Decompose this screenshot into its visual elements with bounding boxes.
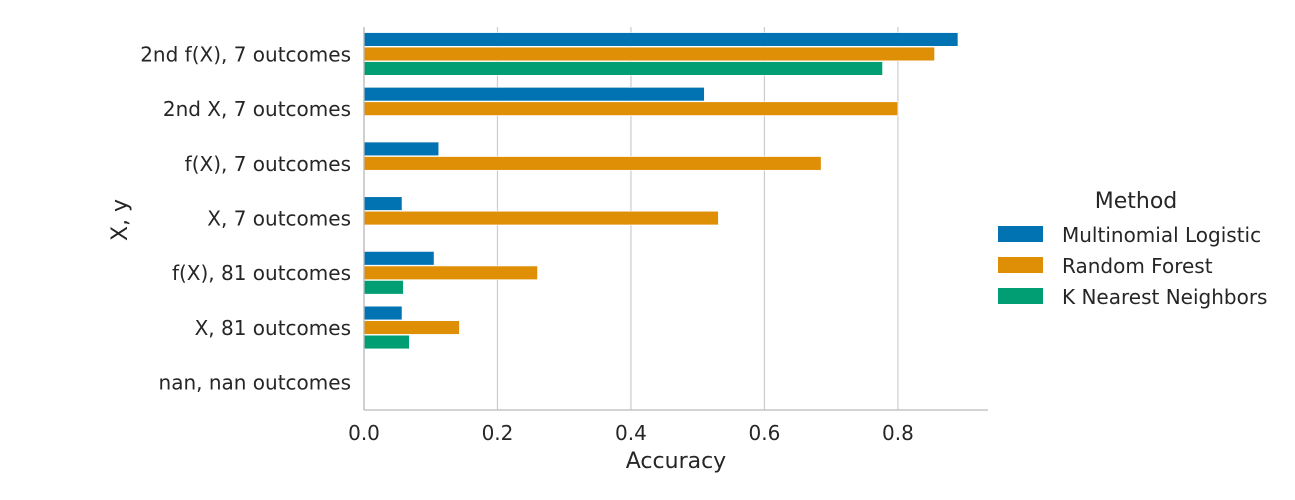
x-tick-label: 0.2	[482, 421, 514, 445]
legend: Method Multinomial Logistic Random Forest…	[998, 189, 1267, 309]
y-tick-label: X, 81 outcomes	[195, 316, 351, 340]
x-tick-label: 0.0	[348, 421, 380, 445]
bar-multinomial-logistic	[363, 32, 959, 47]
bar-multinomial-logistic	[363, 251, 435, 266]
y-tick-label: nan, nan outcomes	[159, 371, 351, 395]
y-tick-label: f(X), 7 outcomes	[185, 152, 351, 176]
bar-multinomial-logistic	[363, 305, 403, 321]
legend-swatch	[998, 257, 1043, 273]
bar-multinomial-logistic	[363, 87, 705, 102]
bar-multinomial-logistic	[363, 141, 440, 157]
bar-random-forest	[363, 101, 899, 116]
x-axis-label: Accuracy	[626, 449, 726, 474]
y-tick-label: f(X), 81 outcomes	[172, 261, 351, 285]
bar-random-forest	[363, 46, 935, 62]
x-tick-label: 0.6	[749, 421, 781, 445]
bar-random-forest	[363, 156, 822, 171]
x-tick-label: 0.4	[615, 421, 647, 445]
bar-random-forest	[363, 265, 538, 280]
y-axis-label: X, y	[108, 199, 133, 241]
bar-multinomial-logistic	[363, 196, 403, 211]
legend-entry: Multinomial Logistic	[1062, 223, 1261, 247]
y-tick-label: 2nd f(X), 7 outcomes	[140, 42, 351, 66]
y-tick-label: X, 7 outcomes	[207, 207, 351, 231]
legend-entry: K Nearest Neighbors	[1062, 285, 1267, 309]
bar-k-nearest-neighbors	[363, 280, 404, 295]
legend-swatch	[998, 226, 1043, 242]
bar-k-nearest-neighbors	[363, 61, 883, 76]
legend-title: Method	[1095, 189, 1178, 214]
x-tick-labels: 0.0 0.2 0.4 0.6 0.8	[348, 421, 914, 445]
legend-entry: Random Forest	[1062, 254, 1213, 278]
bar-k-nearest-neighbors	[363, 334, 410, 350]
bars	[363, 32, 959, 350]
axes	[363, 27, 988, 411]
y-tick-label: 2nd X, 7 outcomes	[163, 97, 351, 121]
bar-random-forest	[363, 320, 460, 335]
x-tick-label: 0.8	[882, 421, 914, 445]
y-tick-labels: 2nd f(X), 7 outcomes 2nd X, 7 outcomes f(X…	[140, 42, 351, 394]
bar-random-forest	[363, 210, 719, 226]
legend-swatch	[998, 288, 1043, 304]
